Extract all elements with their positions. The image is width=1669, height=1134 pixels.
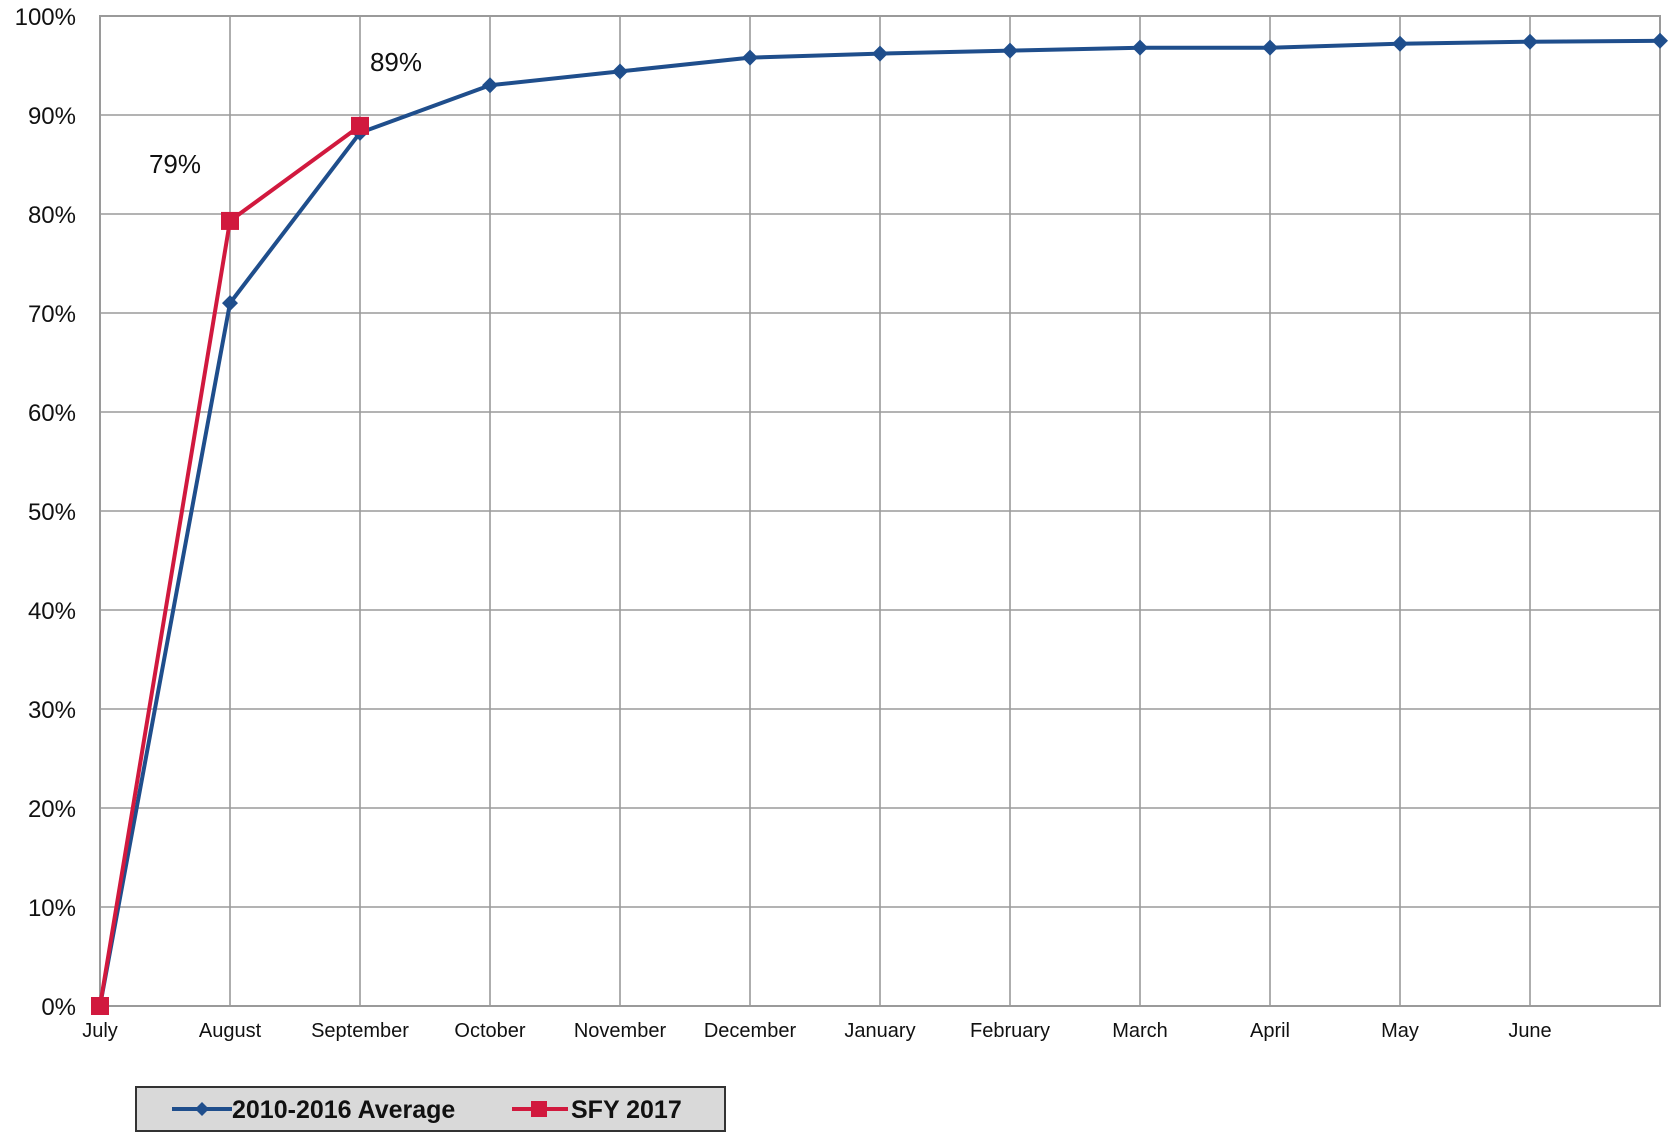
- legend-entry-sfy-2017: SFY 2017: [512, 1096, 682, 1124]
- data-label: 79%: [149, 149, 201, 179]
- chart-annotations: 79% 89%: [149, 47, 422, 179]
- data-point-diamond: [482, 77, 498, 94]
- y-tick-label: 90%: [28, 103, 76, 130]
- data-point-diamond: [1522, 33, 1538, 50]
- legend-label-sfy-2017: SFY 2017: [571, 1096, 682, 1124]
- data-point-square: [221, 211, 239, 230]
- data-point-diamond: [1002, 42, 1018, 59]
- x-tick-label: November: [574, 1020, 667, 1042]
- y-tick-label: 10%: [28, 895, 76, 922]
- data-point-diamond: [872, 45, 888, 62]
- data-point-diamond: [1132, 39, 1148, 56]
- legend-marker-square: [531, 1101, 547, 1117]
- x-tick-label: February: [970, 1020, 1050, 1042]
- y-tick-label: 40%: [28, 598, 76, 625]
- data-point-diamond: [742, 49, 758, 66]
- legend-marker-diamond: [195, 1102, 209, 1116]
- data-point-diamond: [612, 63, 628, 80]
- y-tick-label: 50%: [28, 499, 76, 526]
- x-tick-label: August: [199, 1020, 262, 1042]
- legend-box: [135, 1086, 726, 1132]
- y-tick-label: 20%: [28, 796, 76, 823]
- y-tick-label: 30%: [28, 697, 76, 724]
- y-tick-label: 70%: [28, 301, 76, 328]
- chart-gridlines: [99, 15, 1661, 1007]
- data-point-diamond: [1262, 39, 1278, 56]
- x-tick-label: April: [1250, 1020, 1290, 1042]
- data-point-diamond: [1652, 32, 1668, 49]
- y-tick-label: 60%: [28, 400, 76, 427]
- x-tick-label: December: [704, 1020, 797, 1042]
- data-point-diamond: [222, 295, 238, 312]
- y-tick-label: 100%: [15, 4, 76, 31]
- legend-entry-average: 2010-2016 Average: [172, 1096, 455, 1124]
- x-axis-tick-labels: July August September October November Decemb…: [82, 1020, 1551, 1042]
- data-label: 89%: [370, 47, 422, 77]
- x-tick-label: January: [844, 1020, 915, 1042]
- y-tick-label: 80%: [28, 202, 76, 229]
- chart-legend: 2010-2016 Average SFY 2017: [135, 1086, 726, 1132]
- x-tick-label: March: [1112, 1020, 1168, 1042]
- legend-label-average: 2010-2016 Average: [232, 1096, 455, 1124]
- chart-series: [91, 32, 1668, 1015]
- x-tick-label: May: [1381, 1020, 1419, 1042]
- x-tick-label: September: [311, 1020, 409, 1042]
- data-point-square: [91, 997, 109, 1015]
- x-tick-label: October: [454, 1020, 525, 1042]
- data-point-diamond: [1392, 35, 1408, 52]
- data-point-square: [351, 116, 369, 135]
- x-tick-label: June: [1508, 1020, 1551, 1042]
- x-tick-label: July: [82, 1020, 118, 1042]
- y-axis-tick-labels: 0% 10% 20% 30% 40% 50% 60% 70% 80% 90% 100%: [15, 4, 76, 1021]
- y-tick-label: 0%: [41, 994, 76, 1021]
